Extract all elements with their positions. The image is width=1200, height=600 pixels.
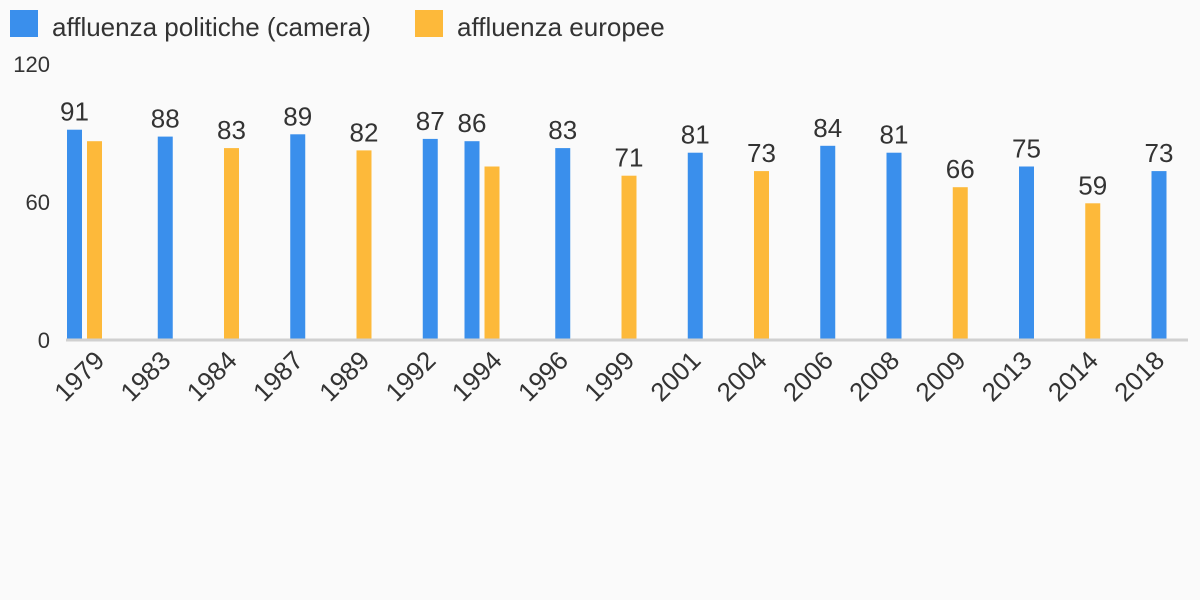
x-tick-label-1989: 1989 [313, 345, 375, 407]
bar-1994-series-1 [484, 166, 500, 339]
bar-2008-series-0 [886, 152, 902, 339]
x-tick-label-1999: 1999 [578, 345, 640, 407]
value-label-1996-series-0: 83 [548, 115, 577, 145]
x-tick-label-1984: 1984 [181, 345, 243, 407]
value-label-2006-series-0: 84 [813, 113, 842, 143]
value-label-2018-series-0: 73 [1145, 138, 1174, 168]
value-label-1983-series-0: 88 [151, 104, 180, 134]
bar-2013-series-0 [1019, 166, 1034, 339]
bar-1999-series-1 [621, 175, 637, 339]
bar-2009-series-1 [952, 187, 968, 339]
value-label-1994-series-0: 86 [458, 108, 487, 138]
bar-1984-series-1 [224, 148, 239, 339]
x-tick-label-2006: 2006 [777, 345, 839, 407]
x-tick-label-1992: 1992 [379, 345, 441, 407]
value-label-2014-series-1: 59 [1078, 170, 1107, 200]
bar-1979-series-1 [87, 141, 102, 339]
value-label-2009-series-1: 66 [946, 154, 975, 184]
x-tick-label-1994: 1994 [446, 345, 508, 407]
value-label-1987-series-0: 89 [283, 101, 312, 131]
bar-2018-series-0 [1151, 171, 1167, 339]
value-label-1992-series-0: 87 [416, 106, 445, 136]
value-label-2001-series-0: 81 [681, 120, 710, 150]
x-tick-label-2009: 2009 [909, 345, 971, 407]
x-tick-label-1983: 1983 [114, 345, 176, 407]
bar-1996-series-0 [555, 148, 571, 339]
legend-swatch-0 [10, 10, 38, 37]
bar-2004-series-1 [754, 171, 769, 339]
y-axis: 0 60 120 [13, 52, 50, 353]
legend-label-1: affluenza europee [457, 12, 665, 42]
x-tick-label-2013: 2013 [976, 345, 1038, 407]
legend-swatch-1 [415, 10, 443, 37]
x-axis: 1979 1983 1984 1987 1989 1992 1994 1996 1999 2001… [48, 345, 1170, 407]
value-label-1984-series-1: 83 [217, 115, 246, 145]
x-tick-label-2001: 2001 [644, 345, 706, 407]
bar-1987-series-0 [290, 134, 306, 339]
value-label-2013-series-0: 75 [1012, 134, 1041, 164]
bars [67, 129, 1167, 339]
x-tick-label-1996: 1996 [512, 345, 574, 407]
bar-1992-series-0 [422, 138, 438, 339]
y-tick-label-120: 120 [13, 52, 50, 77]
y-tick-label-0: 0 [38, 328, 50, 353]
bar-2014-series-1 [1085, 203, 1101, 339]
bar-2006-series-0 [820, 145, 836, 339]
value-labels: 91 88 83 89 82 87 86 83 71 81 73 84 81 66 75 59 73 [60, 97, 1173, 201]
bar-1983-series-0 [157, 136, 173, 339]
value-label-1989-series-1: 82 [350, 117, 379, 147]
x-tick-label-1979: 1979 [48, 345, 110, 407]
x-tick-label-2008: 2008 [843, 345, 905, 407]
legend-item-1[interactable]: affluenza europee [415, 10, 665, 42]
bar-1989-series-1 [356, 150, 372, 339]
bar-2001-series-0 [687, 152, 703, 339]
legend-item-0[interactable]: affluenza politiche (camera) [10, 10, 371, 42]
legend: affluenza politiche (camera) affluenza eu… [10, 10, 665, 42]
bar-1979-series-0 [67, 129, 82, 339]
value-label-1979-series-0: 91 [60, 97, 89, 127]
x-tick-label-2004: 2004 [711, 345, 773, 407]
x-tick-label-2018: 2018 [1108, 345, 1170, 407]
value-label-2004-series-1: 73 [747, 138, 776, 168]
value-label-1999-series-1: 71 [615, 143, 644, 173]
x-tick-label-2014: 2014 [1042, 345, 1104, 407]
bar-1994-series-0 [464, 141, 480, 339]
y-tick-label-60: 60 [26, 190, 50, 215]
value-label-2008-series-0: 81 [880, 120, 909, 150]
x-tick-label-1987: 1987 [247, 345, 309, 407]
legend-label-0: affluenza politiche (camera) [52, 12, 371, 42]
